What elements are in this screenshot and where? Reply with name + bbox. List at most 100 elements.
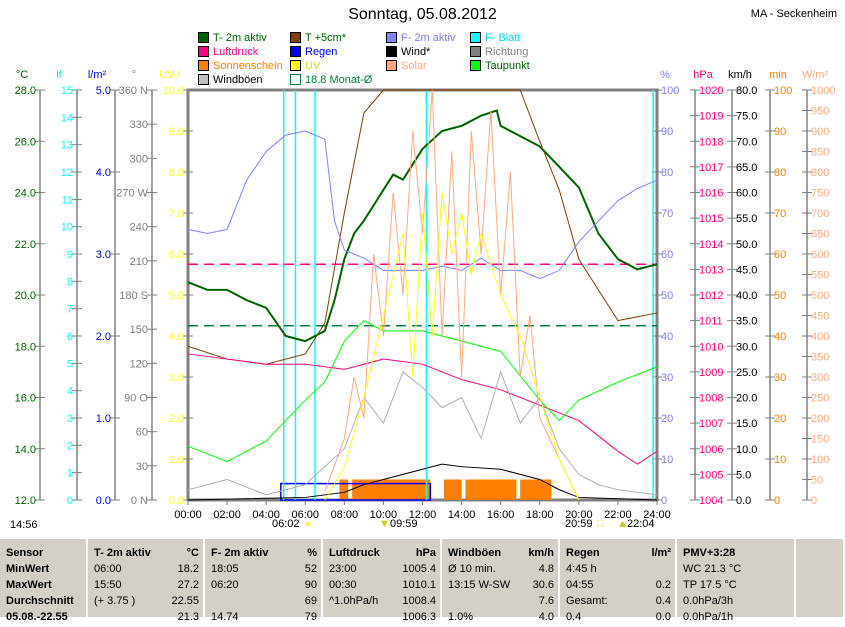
table-cell: 18.2 xyxy=(177,563,199,575)
axis-unit: % xyxy=(660,69,670,81)
table-cell: °C xyxy=(186,547,199,559)
legend-swatch xyxy=(198,32,209,43)
table-cell: 79 xyxy=(304,611,317,623)
tick-label: 1.0 xyxy=(169,454,184,466)
legend-swatch xyxy=(470,46,481,57)
sunshine-bar xyxy=(443,479,462,500)
table-cell: 1006.3 xyxy=(402,611,436,623)
tick-label: 12 xyxy=(61,167,73,179)
legend-label: F- 2m aktiv xyxy=(401,31,456,44)
tick-label: 250 xyxy=(811,393,829,405)
table-row: 15:50 27.2 xyxy=(94,579,199,595)
x-tick-label: 00:00 xyxy=(174,509,202,521)
x-tick-label: 24:00 xyxy=(643,509,671,521)
legend-item: F- 2m aktiv xyxy=(386,30,455,45)
axis-4: 0.0 1.0 2.0 3.0 4.0 5.0 6.0 7.0 8.0 9.0 10.0 xyxy=(163,85,193,507)
table-column: Windböen km/h Ø 10 min. 4.8 13:15 W-SW 30.6 7.… xyxy=(442,539,560,623)
tick-label: 0.0 xyxy=(169,495,184,507)
tick-label: 120 xyxy=(130,358,148,370)
tick-label: 5.0 xyxy=(169,290,184,302)
tick-label: 60 xyxy=(774,249,786,261)
x-tick-label: 12:00 xyxy=(409,509,437,521)
moonrise-time: 09:59 xyxy=(390,518,418,530)
tick-label: 100 xyxy=(811,454,829,466)
legend-swatch xyxy=(290,60,301,71)
tick-label: 6 xyxy=(67,331,73,343)
tick-label: 14 xyxy=(61,112,73,124)
table-cell: 0.4 xyxy=(566,611,582,623)
table-cell: 30.6 xyxy=(532,579,554,591)
axis-unit: lf xyxy=(56,69,62,81)
table-cell: 7.6 xyxy=(538,595,554,607)
tick-label: 7.0 xyxy=(169,208,184,220)
table-header: Windböen km/h xyxy=(448,547,554,563)
x-tick-label: 06:00 xyxy=(291,509,319,521)
tick-label: 70 xyxy=(774,208,786,220)
axis-unit: °C xyxy=(16,69,28,81)
tick-label: 750 xyxy=(811,188,829,200)
table-cell: km/h xyxy=(528,547,554,559)
table-header: F- 2m aktiv% xyxy=(211,547,317,563)
table-cell: % xyxy=(307,547,317,559)
tick-label: 80 xyxy=(661,167,673,179)
tick-label: 0.0 xyxy=(736,495,751,507)
moonset-icon: ▲ xyxy=(617,518,628,530)
tick-label: 55.0 xyxy=(736,213,757,225)
table-row: 7.6 xyxy=(448,595,554,611)
tick-label: 100 xyxy=(661,85,679,97)
tick-label: 1009 xyxy=(699,367,723,379)
tick-label: 360 N xyxy=(119,85,148,97)
table-cell: (+ 3.75 ) xyxy=(94,595,136,607)
tick-label: 0.0 xyxy=(96,495,111,507)
axis-unit: W/m² xyxy=(802,69,829,81)
table-cell: 1010.1 xyxy=(402,579,436,591)
axis-6: 1004 1005 1006 1007 1008 1009 1010 1011 1012 1013… xyxy=(690,85,723,507)
legend-item: T +5cm* xyxy=(290,30,346,45)
tick-label: 0 xyxy=(67,495,73,507)
tick-label: 1017 xyxy=(699,162,723,174)
tick-label: 80 xyxy=(774,167,786,179)
tick-label: 150 xyxy=(811,434,829,446)
table-row: 0.0hPa/3h xyxy=(683,595,790,611)
legend-label: Regen xyxy=(305,45,338,58)
tick-label: 650 xyxy=(811,229,829,241)
legend-swatch xyxy=(386,32,397,43)
tick-label: 1020 xyxy=(699,85,723,97)
legend-label: Solar xyxy=(401,59,427,72)
table-header: PMV+3:28 xyxy=(683,547,790,563)
moonset-time: 22:04 xyxy=(627,518,655,530)
time-marker-left: 14:56 xyxy=(10,519,38,531)
tick-label: 90 xyxy=(661,126,673,138)
tick-label: 75.0 xyxy=(736,111,757,123)
table-row: 00:30 1010.1 xyxy=(329,579,436,595)
series-f-2m-aktiv xyxy=(187,130,658,280)
moonrise-icon: ▼ xyxy=(379,518,390,530)
table-cell: 00:30 xyxy=(329,579,357,591)
table-cell: F- 2m aktiv xyxy=(211,547,269,559)
table-cell: MinWert xyxy=(6,563,50,575)
legend-label: 18.8 Monat-Ø xyxy=(305,73,373,86)
tick-label: 1011 xyxy=(699,316,723,328)
table-cell: hPa xyxy=(415,547,436,559)
table-row: TP 17.5 °C xyxy=(683,579,790,595)
tick-label: 950 xyxy=(811,106,829,118)
tick-label: 8 xyxy=(67,276,73,288)
legend-label: Richtung xyxy=(485,45,529,58)
table-row: Durchschnitt xyxy=(6,595,82,611)
tick-label: 400 xyxy=(811,331,829,343)
tick-label: 550 xyxy=(811,270,829,282)
series-solar xyxy=(324,89,580,501)
table-column: PMV+3:28 WC 21.3 °C TP 17.5 °C 0.0hPa/3h 0.0… xyxy=(677,539,796,623)
legend-swatch xyxy=(290,32,301,43)
statistics-table: Sensor MinWert MaxWert Durchschnitt 05.08.-2… xyxy=(0,537,845,623)
tick-label: 15.0 xyxy=(736,418,757,430)
sunset-icon: □ xyxy=(597,518,604,530)
axis-9: 0 50 100 150 200 250 300 350 400 450 500 550 600 650 7… xyxy=(802,85,835,507)
tick-label: 300 xyxy=(811,372,829,384)
table-row: 69 xyxy=(211,595,317,611)
tick-label: 0 xyxy=(811,495,817,507)
tick-label: 500 xyxy=(811,290,829,302)
tick-label: 450 xyxy=(811,311,829,323)
chart-title: Sonntag, 05.08.2012 xyxy=(348,6,497,23)
